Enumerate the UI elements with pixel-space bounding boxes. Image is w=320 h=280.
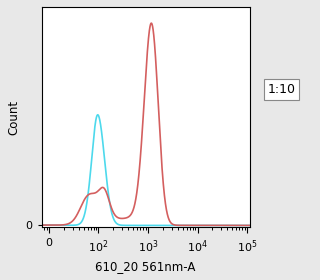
Text: 1:10: 1:10 [268, 83, 296, 96]
X-axis label: 610_20 561nm-A: 610_20 561nm-A [95, 260, 196, 273]
Y-axis label: Count: Count [7, 100, 20, 135]
